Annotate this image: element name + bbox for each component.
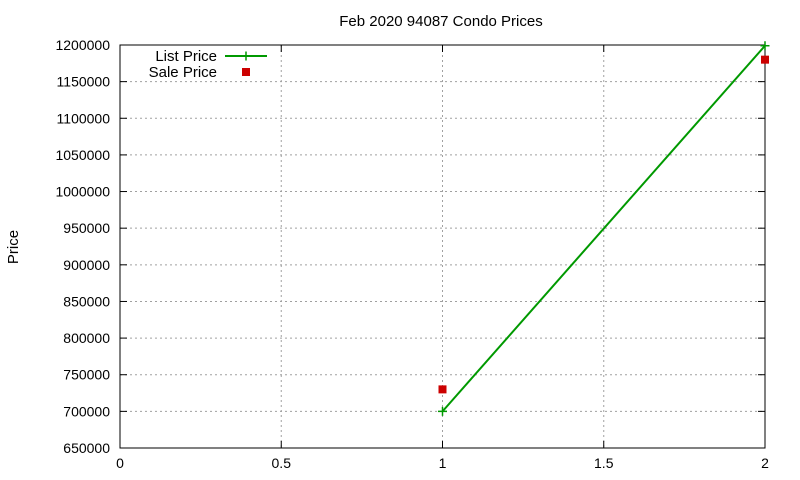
data-point-list-price — [760, 41, 770, 51]
x-tick-label: 0 — [116, 455, 124, 471]
legend-label: Sale Price — [149, 64, 217, 81]
x-tick-label: 2 — [761, 455, 769, 471]
axis-ticks: 650000 700000 750000 800000 850000 900000 9500… — [55, 37, 769, 471]
series — [438, 41, 770, 416]
legend-label: List Price — [155, 48, 217, 65]
y-tick-label: 750000 — [63, 367, 110, 383]
legend-square-swatch — [242, 68, 250, 76]
legend-cross-swatch — [241, 51, 251, 61]
grid — [120, 45, 765, 448]
y-tick-label: 950000 — [63, 220, 110, 236]
y-axis-label: Price — [5, 230, 22, 264]
y-tick-label: 700000 — [63, 403, 110, 419]
y-tick-label: 1050000 — [55, 147, 110, 163]
y-tick-label: 1100000 — [57, 110, 111, 126]
x-tick-label: 0.5 — [272, 455, 292, 471]
y-tick-label: 850000 — [63, 293, 110, 309]
chart-title: Feb 2020 94087 Condo Prices — [339, 13, 542, 30]
y-tick-label: 650000 — [63, 440, 110, 456]
y-tick-label: 800000 — [63, 330, 110, 346]
y-tick-label: 1200000 — [55, 37, 110, 53]
y-tick-label: 1150000 — [57, 74, 111, 90]
y-tick-label: 1000000 — [55, 184, 110, 200]
x-tick-label: 1.5 — [594, 455, 614, 471]
data-point-sale-price — [438, 385, 447, 394]
x-tick-label: 1 — [439, 455, 447, 471]
series-line-list-price — [441, 45, 766, 413]
y-tick-label: 900000 — [63, 257, 110, 273]
data-point-sale-price — [761, 55, 769, 64]
plot-frame — [119, 44, 766, 449]
data-point-list-price — [438, 406, 447, 416]
